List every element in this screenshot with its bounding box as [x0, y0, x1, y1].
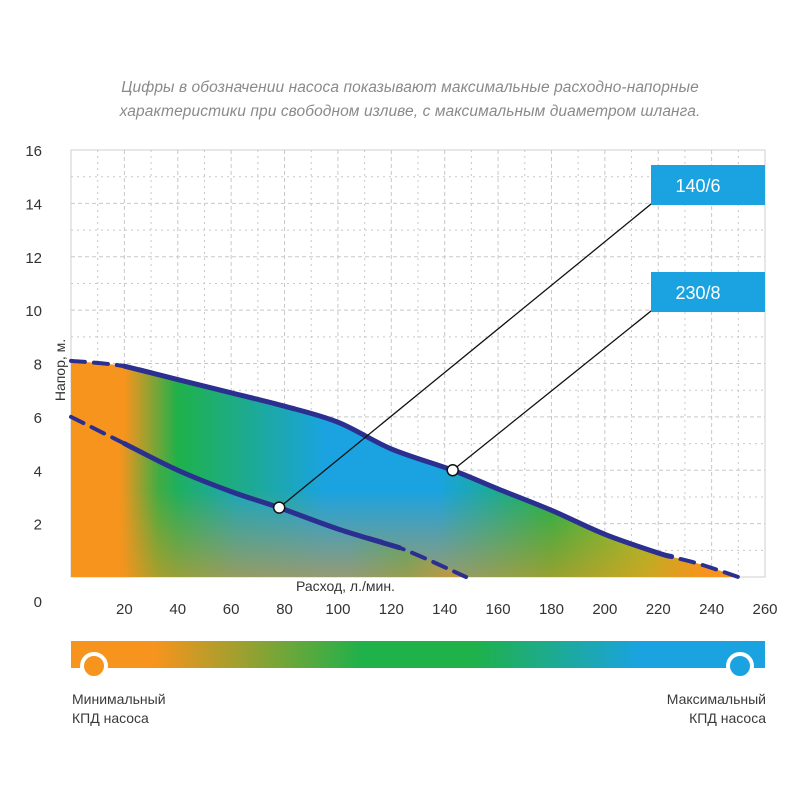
callout-line-230-8 [452, 306, 657, 471]
efficiency-bar [71, 641, 765, 680]
chart-note-line-2: характеристики при свободном изливе, с м… [119, 103, 701, 120]
curve-solid-140-6 [121, 441, 402, 551]
callout-box-140-6 [651, 165, 765, 205]
curve-solid-230-8 [121, 363, 675, 560]
x-tick-label: 100 [325, 601, 350, 618]
x-tick-label: 60 [223, 601, 240, 618]
legend-min-efficiency: Минимальный КПД насоса [72, 690, 166, 728]
x-axis-label: Расход, л./мин. [296, 578, 395, 594]
x-tick-label: 20 [116, 601, 133, 618]
callout-label-140-6: 140/6 [675, 176, 720, 196]
chart-note-line-1: Цифры в обозначении насоса показывают ма… [121, 79, 699, 96]
callout-line-140-6 [278, 199, 657, 509]
legend-min-line-2: КПД насоса [72, 710, 149, 726]
x-tick-label: 200 [592, 601, 617, 618]
max-efficiency-marker [726, 652, 754, 680]
y-tick-label: 4 [34, 463, 42, 480]
axis-labels: Расход, л./мин. Напор, м. [52, 339, 395, 594]
legend-max-efficiency: Максимальный КПД насоса [667, 690, 766, 728]
x-tick-label: 120 [379, 601, 404, 618]
x-tick-label: 220 [646, 601, 671, 618]
curve-marker-140-6 [272, 501, 286, 514]
efficiency-area-shade [71, 360, 739, 577]
y-tick-label: 8 [34, 357, 42, 374]
y-tick-label: 12 [25, 250, 42, 267]
chart-note: Цифры в обозначении насоса показывают ма… [40, 76, 780, 124]
x-axis-ticks: 20 40 60 80 100 120 140 160 180 200 220 240 260 [116, 601, 777, 618]
x-tick-label: 180 [539, 601, 564, 618]
pump-callouts: 140/6 230/8 [272, 165, 765, 514]
y-tick-label: 14 [25, 196, 42, 213]
legend-max-line-1: Максимальный [666, 691, 766, 707]
efficiency-gradient-bar [71, 641, 765, 668]
y-tick-label: 10 [25, 303, 42, 320]
x-tick-label: 160 [486, 601, 511, 618]
pump-curves [69, 358, 741, 579]
legend-max-line-2: КПД насоса [689, 710, 766, 726]
y-tick-label: 2 [34, 517, 42, 534]
x-tick-label: 240 [699, 601, 724, 618]
x-tick-label: 260 [752, 601, 777, 618]
y-tick-label: 0 [34, 594, 42, 611]
x-tick-label: 140 [432, 601, 457, 618]
callout-box-230-8 [651, 272, 765, 312]
x-tick-label: 40 [169, 601, 186, 618]
efficiency-areas [71, 360, 739, 577]
y-tick-label: 16 [25, 143, 42, 160]
curve-marker-230-8 [446, 464, 459, 477]
min-efficiency-marker [80, 652, 108, 680]
y-tick-label: 6 [34, 410, 42, 427]
legend-min-line-1: Минимальный [72, 691, 166, 707]
y-axis-ticks: 0 2 4 6 8 10 12 14 16 [25, 143, 42, 611]
y-axis-label: Напор, м. [52, 339, 68, 401]
x-tick-label: 80 [276, 601, 293, 618]
callout-label-230-8: 230/8 [675, 283, 720, 303]
